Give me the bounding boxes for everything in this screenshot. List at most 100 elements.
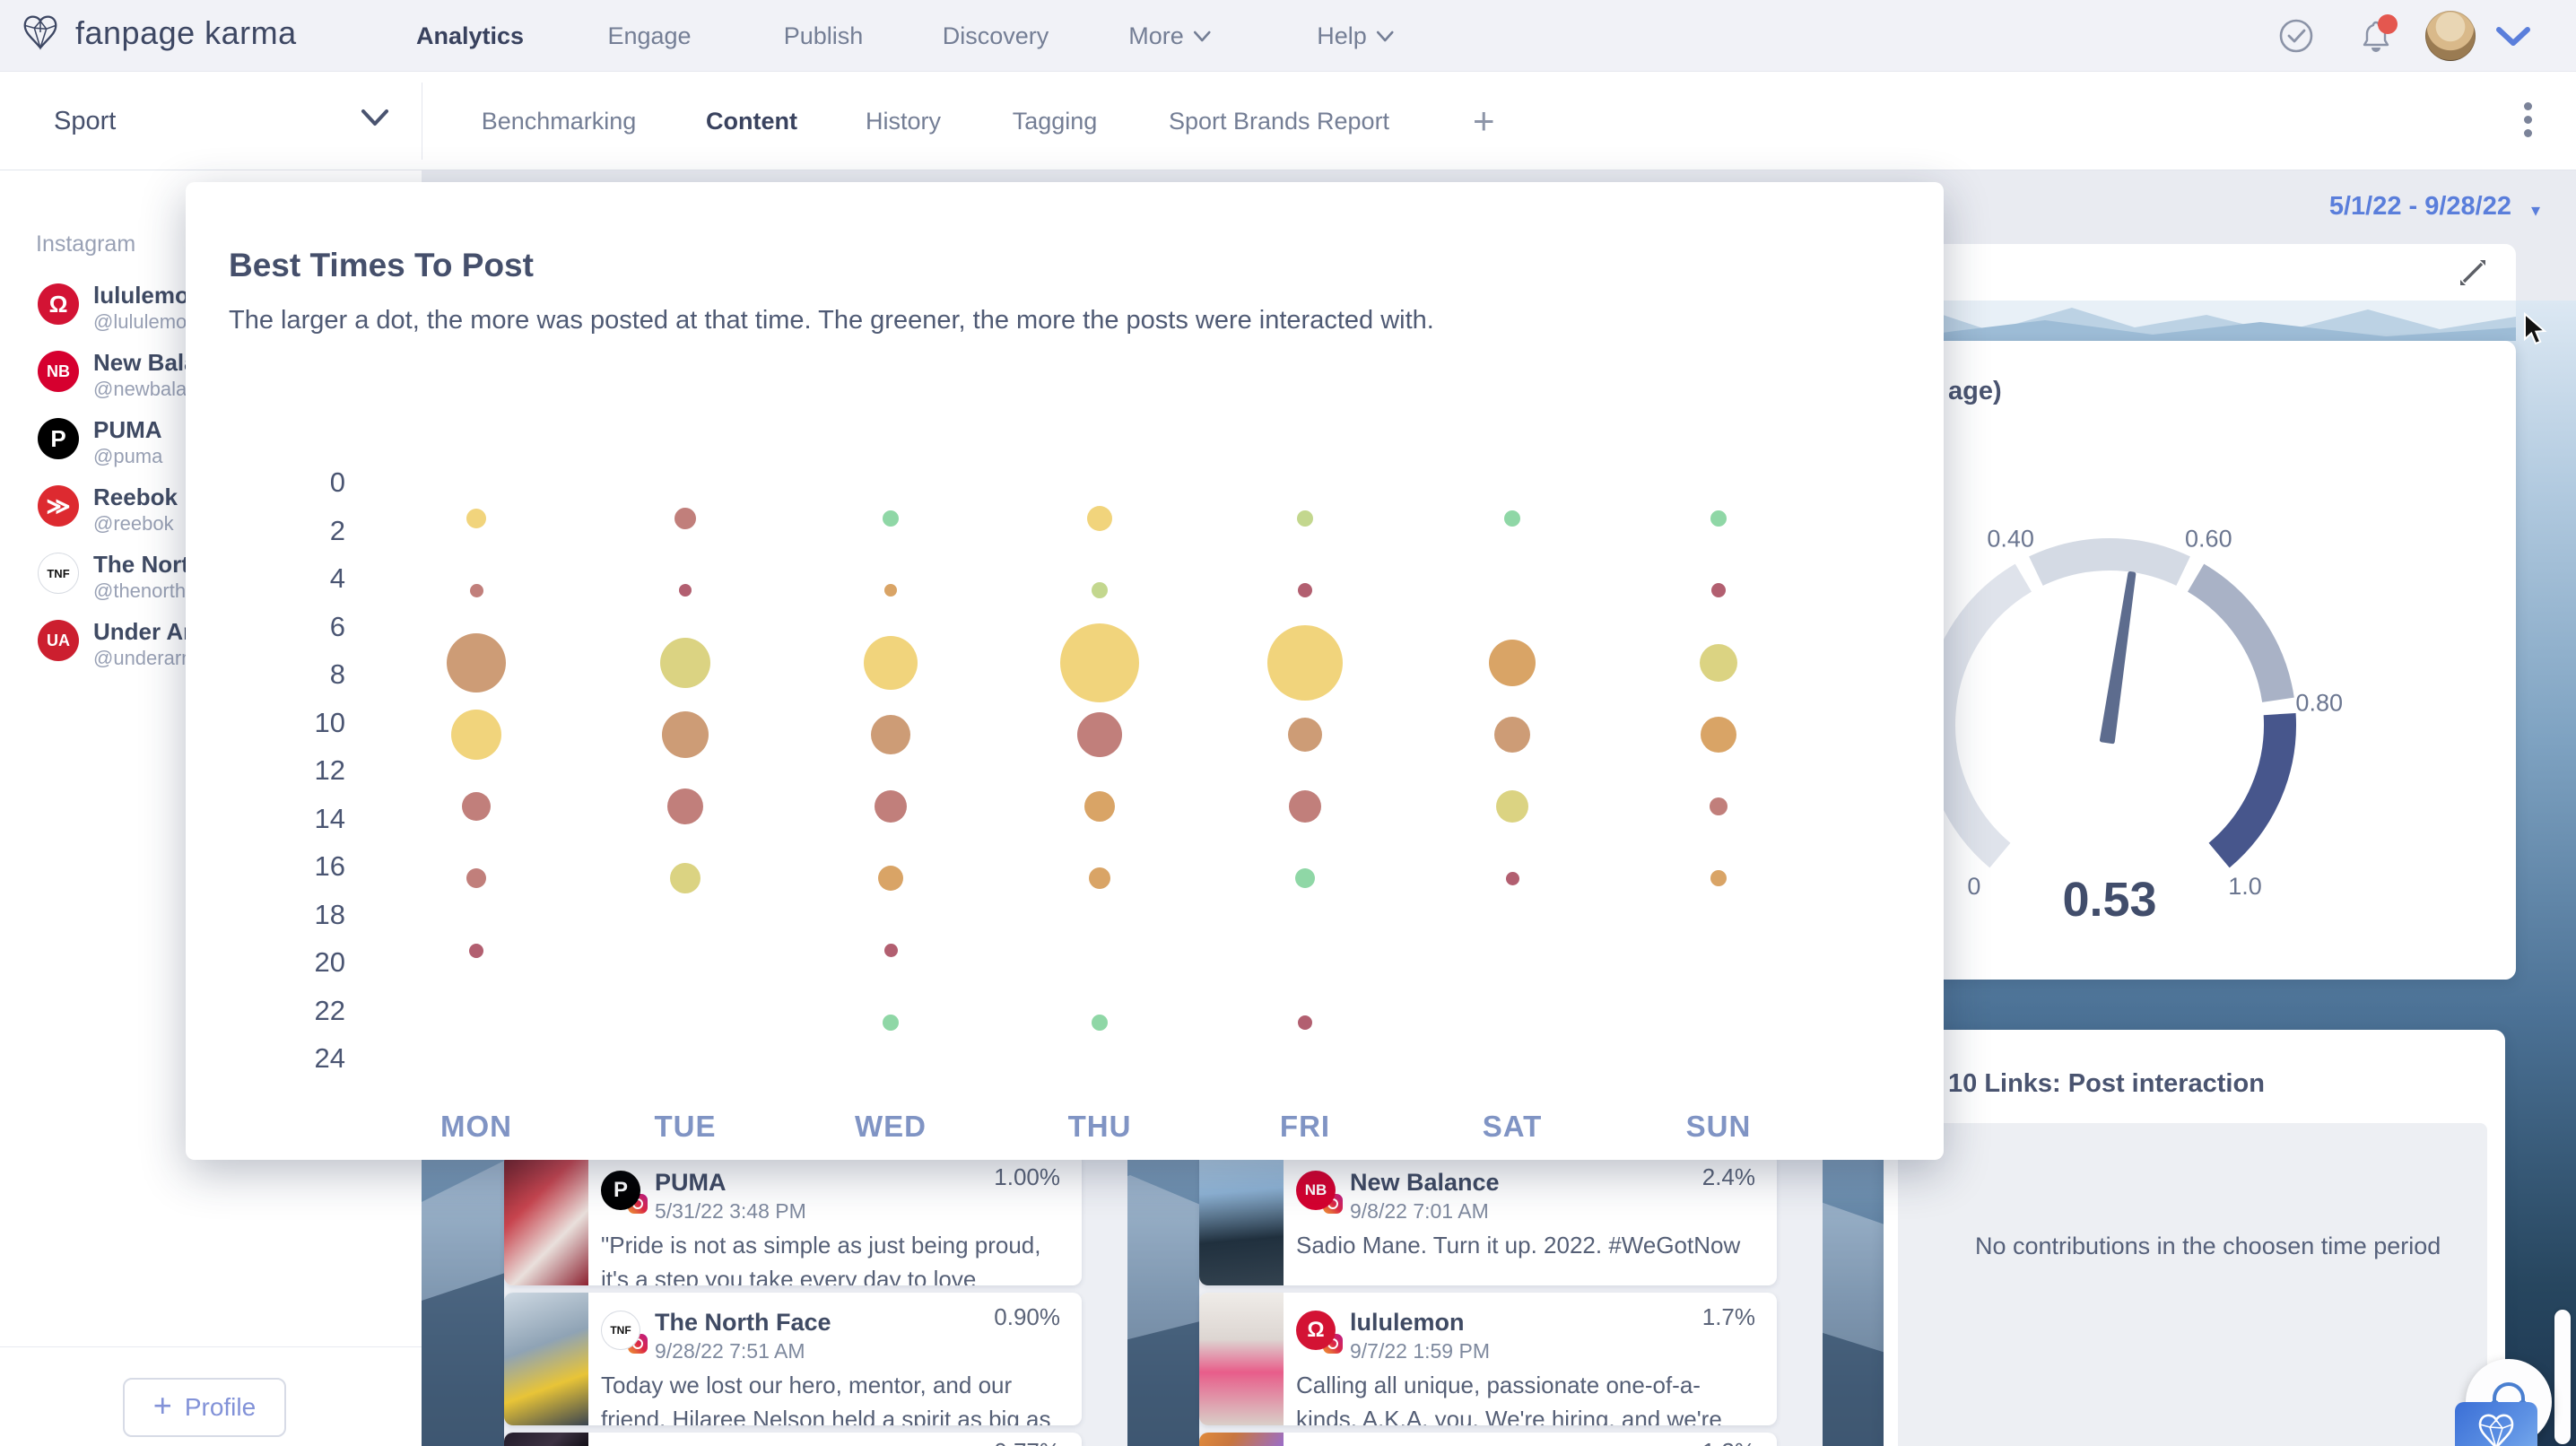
gauge-needle	[2099, 571, 2137, 745]
chart-bubble[interactable]	[1288, 717, 1322, 752]
chart-bubble[interactable]	[469, 943, 483, 958]
brand-logo[interactable]: fanpage karma	[20, 13, 297, 54]
chart-bubble[interactable]	[1060, 623, 1139, 702]
chart-bubble[interactable]	[1710, 870, 1727, 887]
chart-bubble[interactable]	[466, 868, 486, 889]
chart-bubble[interactable]	[1297, 510, 1313, 527]
post-card-partial[interactable]: 0.77%	[504, 1433, 1082, 1446]
gauge-value: 0.53	[2062, 873, 2157, 927]
chart-bubble[interactable]	[1494, 716, 1530, 753]
chart-bubble[interactable]	[1089, 867, 1110, 890]
workspace-name: Sport	[54, 106, 117, 135]
nav-item-more[interactable]: More	[1128, 0, 1211, 72]
chevron-down-icon	[361, 109, 388, 126]
scrollbar-thumb[interactable]	[2554, 1310, 2571, 1444]
chart-bubble[interactable]	[1087, 506, 1112, 532]
chart-bubble[interactable]	[1298, 583, 1312, 598]
tab-benchmarking[interactable]: Benchmarking	[481, 107, 637, 135]
nav-item-discovery[interactable]: Discovery	[943, 0, 1049, 72]
account-menu-button[interactable]	[2493, 25, 2530, 61]
support-brand-tile[interactable]	[2455, 1402, 2537, 1446]
profile-name: lululemon	[93, 282, 204, 309]
chart-bubble[interactable]	[875, 790, 907, 823]
top-posts-column-left: 1.00% P PUMA 5/31/22 3:48 PM "Pride is not a…	[504, 1151, 1127, 1446]
chart-bubble[interactable]	[1701, 716, 1736, 753]
chart-bubble[interactable]	[878, 866, 903, 892]
y-axis-tick-label: 2	[329, 514, 345, 546]
post-card-puma[interactable]: 1.00% P PUMA 5/31/22 3:48 PM "Pride is not a…	[504, 1153, 1082, 1285]
chart-bubble[interactable]	[462, 792, 491, 822]
chart-bubble[interactable]	[1711, 583, 1726, 598]
chart-bubble[interactable]	[871, 714, 910, 754]
nav-item-help[interactable]: Help	[1317, 0, 1394, 72]
post-card-partial[interactable]: 1.2%	[1199, 1433, 1777, 1446]
nav-item-publish[interactable]: Publish	[784, 0, 864, 72]
chart-bubble[interactable]	[883, 510, 899, 527]
chart-bubble[interactable]	[670, 863, 701, 894]
chart-bubble[interactable]	[1489, 639, 1536, 686]
more-options-button[interactable]	[2517, 97, 2538, 147]
chart-bubble[interactable]	[884, 584, 897, 597]
top-posts-column-right: 2.4% NB New Balance 9/8/22 7:01 AM Sadio Man…	[1199, 1151, 1823, 1446]
resize-diagonal-icon[interactable]	[2457, 257, 2489, 289]
chart-bubble[interactable]	[1504, 510, 1520, 527]
workspace-chevron[interactable]	[359, 108, 391, 129]
chart-bubble[interactable]	[674, 508, 696, 530]
chart-bubble[interactable]	[1700, 643, 1737, 682]
chart-bubble[interactable]	[1084, 791, 1115, 823]
chart-bubble[interactable]	[447, 632, 506, 693]
chart-bubble[interactable]	[1267, 624, 1343, 701]
tab-sport-brands-report[interactable]: Sport Brands Report	[1168, 107, 1390, 135]
sidebar-profile-reebok[interactable]: ≫ Reebok @reebok	[0, 478, 422, 543]
profile-handle: @puma	[93, 445, 163, 467]
chart-bubble[interactable]	[1710, 510, 1727, 527]
check-circle-icon	[2279, 19, 2313, 53]
add-tab-button[interactable]: +	[1473, 100, 1495, 142]
tab-history[interactable]: History	[865, 107, 942, 135]
post-text: Today we lost our hero, mentor, and our …	[601, 1372, 1051, 1425]
chart-bubble[interactable]	[667, 788, 703, 825]
notifications-button[interactable]	[2358, 14, 2398, 54]
chart-bubble[interactable]	[662, 710, 709, 758]
post-interaction-rate: 1.7%	[1701, 1303, 1755, 1330]
y-axis-tick-label: 18	[314, 898, 345, 930]
chart-bubble[interactable]	[1710, 797, 1727, 816]
sidebar-profile-puma[interactable]: P PUMA @puma	[0, 411, 422, 475]
chevron-down-icon	[1193, 30, 1211, 41]
chart-bubble[interactable]	[679, 584, 692, 597]
status-check-button[interactable]	[2278, 18, 2314, 54]
post-timestamp: 5/31/22 3:48 PM	[655, 1199, 806, 1223]
chart-bubble[interactable]	[883, 1014, 899, 1031]
chart-bubble[interactable]	[1295, 868, 1315, 889]
date-range-caret[interactable]: ▾	[2530, 201, 2540, 221]
post-card-the-north-face[interactable]: 0.90% TNF The North Face 9/28/22 7:51 AM Tod…	[504, 1293, 1082, 1425]
chart-bubble[interactable]	[660, 637, 710, 688]
chart-bubble[interactable]	[469, 583, 483, 597]
nav-item-analytics[interactable]: Analytics	[416, 0, 524, 72]
chart-bubble[interactable]	[1505, 871, 1519, 885]
chart-bubble[interactable]	[864, 635, 918, 690]
chart-bubble[interactable]	[1092, 1014, 1108, 1031]
tab-content[interactable]: Content	[706, 107, 797, 135]
nav-item-engage[interactable]: Engage	[607, 0, 691, 72]
post-card-new-balance[interactable]: 2.4% NB New Balance 9/8/22 7:01 AM Sadio Man…	[1199, 1153, 1777, 1285]
overlay-title: Best Times To Post	[229, 247, 534, 283]
chart-bubble[interactable]	[1496, 790, 1528, 823]
chart-bubble[interactable]	[1298, 1015, 1312, 1030]
chart-bubble[interactable]	[466, 509, 486, 529]
date-range-picker[interactable]: 5/1/22 - 9/28/22	[2328, 192, 2511, 221]
chart-bubble[interactable]	[883, 944, 898, 958]
chart-bubble[interactable]	[1289, 790, 1321, 823]
chart-bubble[interactable]	[1077, 711, 1122, 757]
tab-tagging[interactable]: Tagging	[1012, 107, 1098, 135]
user-avatar[interactable]	[2425, 11, 2476, 61]
gauge-tick-label: 0	[1967, 873, 1980, 900]
add-profile-button[interactable]: + Profile	[123, 1378, 286, 1437]
chart-bubble[interactable]	[1092, 582, 1108, 599]
chart-bubble[interactable]	[451, 709, 501, 760]
workspace-selector[interactable]: Sport	[54, 72, 116, 170]
post-interaction-rate: 2.4%	[1701, 1163, 1755, 1190]
